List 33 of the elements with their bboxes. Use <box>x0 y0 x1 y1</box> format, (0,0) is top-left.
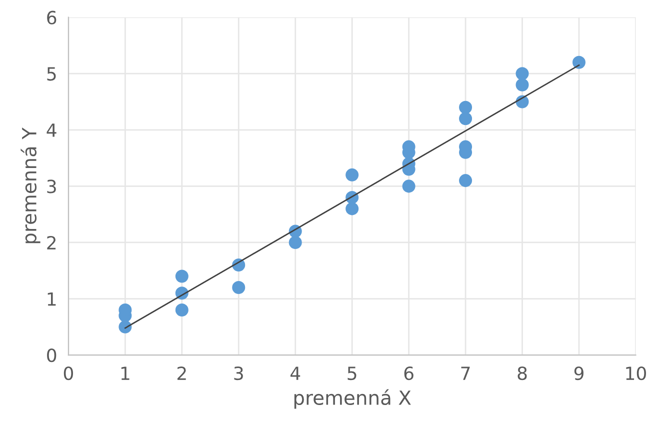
x-axis-title: premenná X <box>294 389 411 409</box>
x-tick-label: 3 <box>234 366 243 380</box>
point <box>346 168 359 182</box>
x-tick-label: 10 <box>626 366 646 380</box>
x-tick-label: 4 <box>290 366 300 380</box>
point <box>288 236 302 249</box>
point <box>402 180 416 193</box>
y-tick-label: 6 <box>47 10 56 24</box>
y-tick-label: 3 <box>47 180 56 194</box>
point <box>175 270 188 283</box>
point <box>459 174 472 188</box>
x-tick-label: 1 <box>121 366 130 380</box>
point <box>572 56 586 69</box>
point <box>516 67 529 80</box>
y-tick-label: 1 <box>48 292 56 306</box>
x-tick-label: 9 <box>574 366 584 380</box>
x-tick-label: 7 <box>461 366 470 380</box>
y-tick-label: 5 <box>47 67 56 81</box>
y-tick-label: 2 <box>47 236 56 250</box>
x-tick-label: 2 <box>177 366 186 380</box>
y-axis-title: premenná Y <box>20 127 40 244</box>
x-tick-label: 0 <box>64 366 74 380</box>
point <box>175 304 188 317</box>
point <box>459 100 472 114</box>
point <box>346 202 359 216</box>
point <box>459 112 472 126</box>
point <box>516 78 529 92</box>
x-tick-label: 5 <box>348 366 356 380</box>
x-tick-label: 6 <box>404 366 414 380</box>
y-tick-label: 4 <box>46 124 56 137</box>
y-tick-label: 0 <box>47 348 56 362</box>
x-tick-label: 8 <box>518 366 527 380</box>
point <box>232 281 246 294</box>
